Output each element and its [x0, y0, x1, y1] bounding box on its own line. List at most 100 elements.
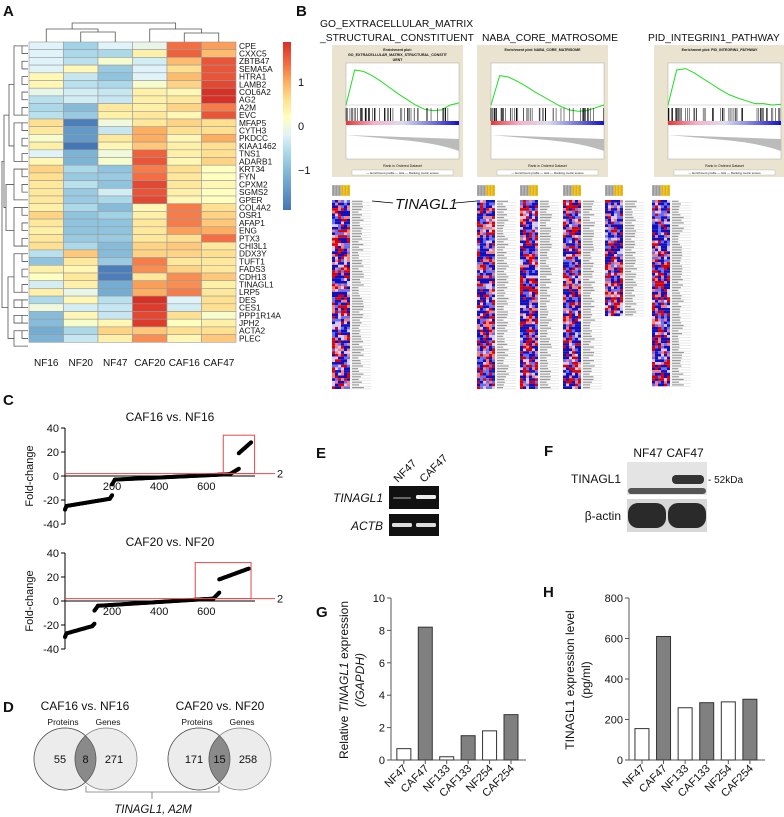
leading-edge-cell — [532, 205, 535, 209]
leading-edge-cell — [483, 297, 486, 300]
leading-edge-cell — [344, 289, 347, 292]
leading-edge-cell — [569, 364, 572, 368]
leading-edge-cell — [664, 270, 667, 273]
heatmap-cell — [28, 203, 64, 212]
gene-symbol-placeholder — [352, 384, 359, 386]
heatmap-cell — [201, 257, 237, 266]
leading-edge-cell — [655, 378, 658, 381]
leading-edge-cell — [335, 372, 338, 376]
leading-edge-cell — [492, 297, 495, 300]
leading-edge-cell — [347, 337, 350, 341]
leading-edge-cell — [483, 275, 486, 279]
heatmap-cell — [63, 218, 99, 228]
gene-symbol-placeholder — [583, 260, 590, 262]
leading-edge-cell — [667, 224, 670, 227]
leading-edge-cell — [492, 370, 495, 373]
leading-edge-cell — [563, 200, 566, 203]
leading-edge-cell — [608, 227, 611, 230]
leading-edge-cell — [341, 362, 344, 365]
gene-symbol-placeholder — [352, 351, 361, 354]
leading-edge-cell — [489, 310, 492, 314]
leading-edge-cell — [563, 337, 566, 341]
leading-edge-cell — [652, 294, 655, 298]
leading-edge-cell — [578, 213, 581, 217]
leading-edge-cell — [620, 243, 623, 246]
heatmap-cell — [166, 111, 202, 120]
leading-edge-cell — [477, 210, 480, 214]
leading-edge-cell — [605, 213, 608, 217]
heatmap-cell — [63, 311, 99, 320]
leading-edge-cell — [338, 362, 341, 365]
leading-edge-cell — [480, 348, 483, 352]
leading-edge-cell — [664, 251, 667, 254]
leading-edge-cell — [575, 318, 578, 322]
leading-edge-cell — [620, 205, 623, 209]
leading-edge-cell — [520, 351, 523, 354]
leading-edge-cell — [523, 343, 526, 346]
leading-edge-cell — [526, 254, 529, 257]
leading-edge-cell — [347, 229, 350, 233]
leading-edge-cell — [477, 267, 480, 271]
leading-edge-cell — [347, 227, 350, 230]
leading-edge-cell — [520, 313, 523, 317]
leading-edge-cell — [486, 380, 489, 384]
gene-symbol-placeholder — [497, 270, 504, 273]
leading-edge-cell — [526, 218, 529, 222]
leading-edge-cell — [655, 235, 658, 238]
leading-edge-cell — [652, 259, 655, 263]
gene-symbol-placeholder — [672, 216, 684, 219]
heatmap-cell — [28, 41, 64, 50]
leading-edge-cell — [566, 318, 569, 322]
leading-edge-cell — [614, 232, 617, 236]
leading-edge-cell — [605, 235, 608, 238]
leading-edge-cell — [477, 332, 480, 335]
leading-edge-cell — [332, 313, 335, 317]
gene-symbol-placeholder — [625, 295, 636, 297]
leading-edge-cell — [566, 278, 569, 281]
leading-edge-cell — [655, 337, 658, 341]
bar — [677, 707, 693, 761]
leading-edge-cell — [338, 210, 341, 214]
leading-edge-cell — [658, 321, 661, 325]
heatmap-cell — [132, 164, 168, 174]
heatmap-cell — [97, 295, 133, 305]
leading-edge-cell — [532, 289, 535, 292]
leading-edge-cell — [611, 308, 614, 311]
leading-edge-cell — [523, 313, 526, 317]
leading-edge-cell — [520, 286, 523, 290]
gene-symbol-placeholder — [497, 208, 508, 210]
gene-symbol-placeholder — [540, 300, 550, 302]
enrichment-curve — [667, 68, 782, 106]
leading-edge-cell — [483, 308, 486, 311]
leading-edge-cell — [523, 270, 526, 273]
leading-edge-cell — [529, 313, 532, 317]
gene-symbol-placeholder — [583, 373, 590, 375]
leading-edge-cell — [529, 216, 532, 219]
leading-edge-cell — [655, 316, 658, 319]
leading-edge-cell — [578, 348, 581, 352]
heatmap-cell — [28, 141, 64, 151]
leading-edge-cell — [535, 308, 538, 311]
leading-edge-cell — [489, 356, 492, 360]
leading-edge-cell — [532, 270, 535, 273]
leading-edge-cell — [526, 318, 529, 322]
leading-edge-cell — [655, 383, 658, 387]
leading-edge-cell — [578, 324, 581, 327]
leading-edge-cell — [338, 224, 341, 227]
leading-edge-cell — [566, 237, 569, 241]
leading-edge-cell — [347, 221, 350, 225]
leading-edge-cell — [569, 213, 572, 217]
leading-edge-cell — [529, 297, 532, 300]
leading-edge-cell — [655, 335, 658, 338]
leading-edge-cell — [566, 227, 569, 230]
heatmap-cell — [28, 272, 64, 281]
heatmap-cell — [63, 80, 99, 89]
leading-edge-cell — [477, 254, 480, 257]
gene-symbol-placeholder — [540, 349, 548, 351]
leading-edge-cell — [569, 205, 572, 209]
gene-symbol-placeholder — [540, 265, 549, 267]
heatmap-cell — [63, 288, 99, 297]
leading-edge-cell — [341, 235, 344, 238]
leading-edge-cell — [489, 224, 492, 227]
leading-edge-cell — [532, 343, 535, 346]
